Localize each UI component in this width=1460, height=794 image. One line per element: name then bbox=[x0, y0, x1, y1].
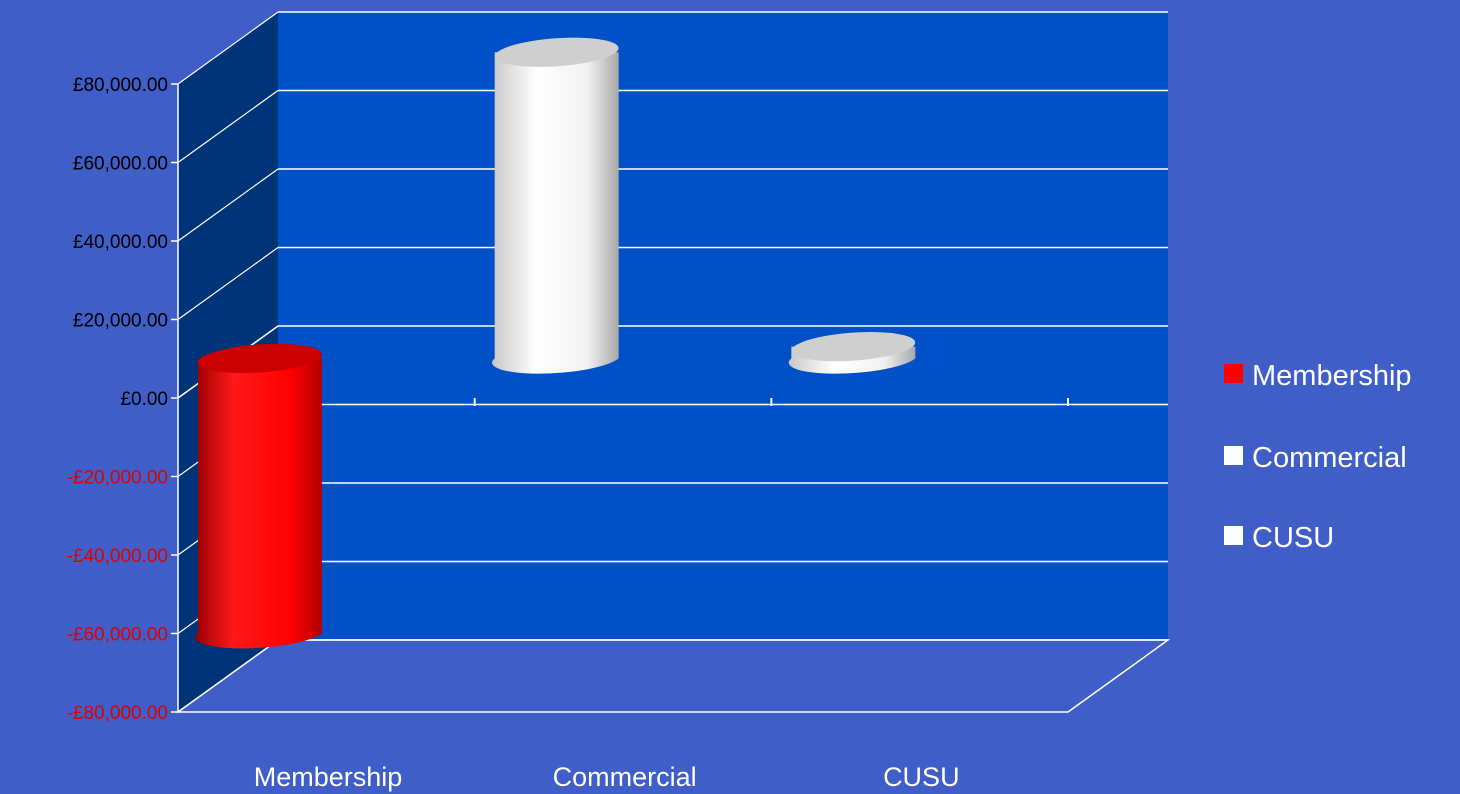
legend-swatch-cusu bbox=[1224, 526, 1243, 545]
legend-entry-cusu: CUSU bbox=[1224, 522, 1334, 554]
legend-entry-membership: Membership bbox=[1224, 360, 1412, 392]
bar-body-commercial bbox=[492, 52, 619, 374]
bar-cusu bbox=[788, 332, 916, 374]
gridline-depth bbox=[177, 11, 279, 85]
x-tick-label-membership: Membership bbox=[254, 762, 403, 792]
chart-walls bbox=[175, 12, 1171, 713]
legend: Membership Commercial CUSU bbox=[1224, 360, 1412, 554]
y-tick-label: £80,000.00 bbox=[73, 75, 168, 96]
legend-label-cusu: CUSU bbox=[1252, 522, 1334, 554]
y-tick-label: -£80,000.00 bbox=[67, 703, 168, 724]
gridline-depth bbox=[177, 247, 279, 320]
y-tick-label: £40,000.00 bbox=[73, 232, 168, 253]
legend-entry-commercial: Commercial bbox=[1224, 442, 1407, 474]
legend-label-membership: Membership bbox=[1252, 360, 1412, 392]
legend-swatch-commercial bbox=[1224, 446, 1243, 465]
bar-top-membership bbox=[198, 343, 322, 374]
gridline-depth bbox=[177, 168, 279, 242]
y-tick-label: -£40,000.00 bbox=[67, 546, 168, 567]
gridline-depth bbox=[177, 90, 279, 163]
y-tick-label: -£20,000.00 bbox=[67, 468, 168, 489]
gridline-depth bbox=[177, 639, 279, 713]
y-tick-label: £0.00 bbox=[120, 389, 168, 410]
x-tick-label-cusu: CUSU bbox=[883, 762, 960, 792]
bar-commercial bbox=[492, 37, 619, 374]
bar-top-cusu bbox=[791, 332, 916, 362]
y-tick-label: -£60,000.00 bbox=[67, 625, 168, 646]
bars bbox=[195, 37, 916, 649]
legend-swatch-membership bbox=[1224, 364, 1243, 383]
legend-label-commercial: Commercial bbox=[1252, 442, 1407, 474]
x-axis: Membership Commercial CUSU bbox=[177, 325, 1069, 792]
bar-body-membership bbox=[195, 358, 322, 649]
y-tick-label: £60,000.00 bbox=[73, 154, 168, 175]
x-tick-label-commercial: Commercial bbox=[553, 762, 697, 792]
y-axis: £80,000.00 £60,000.00 £40,000.00 £20,000.00… bbox=[67, 75, 179, 724]
bar-membership bbox=[195, 343, 322, 649]
bar-top-commercial bbox=[494, 37, 619, 67]
floor bbox=[175, 639, 1171, 713]
y-tick-label: £20,000.00 bbox=[73, 311, 168, 332]
